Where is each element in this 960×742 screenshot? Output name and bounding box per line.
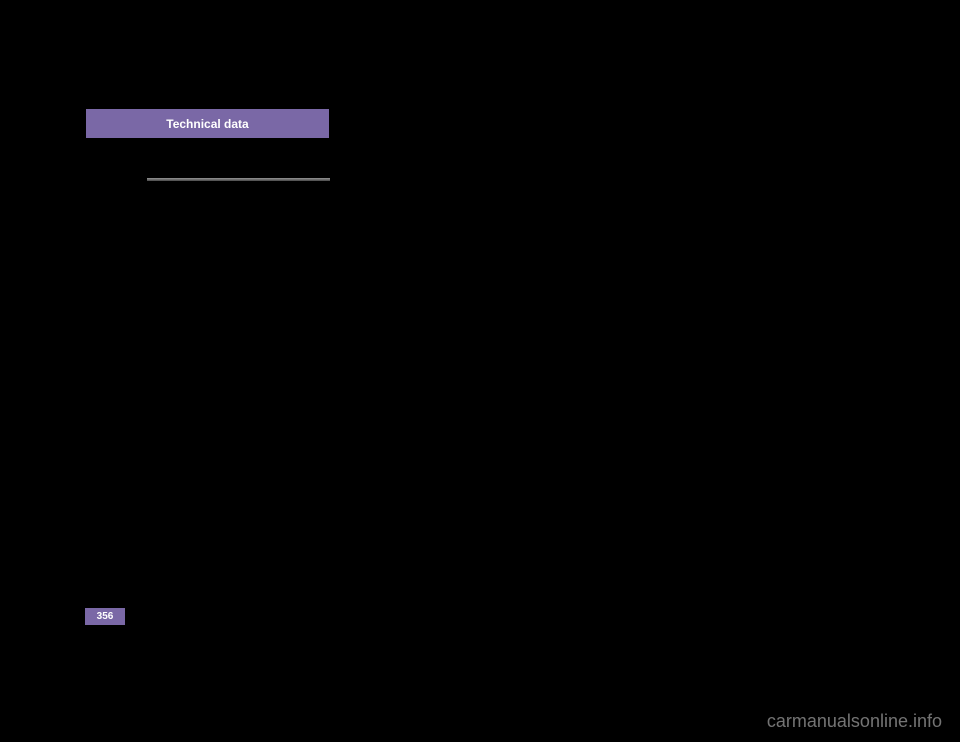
page-number-box: 356	[85, 608, 125, 625]
watermark-text: carmanualsonline.info	[767, 711, 942, 732]
divider-line	[147, 178, 330, 181]
header-tab: Technical data	[86, 109, 329, 138]
page-number: 356	[97, 611, 114, 622]
header-title: Technical data	[166, 117, 248, 131]
